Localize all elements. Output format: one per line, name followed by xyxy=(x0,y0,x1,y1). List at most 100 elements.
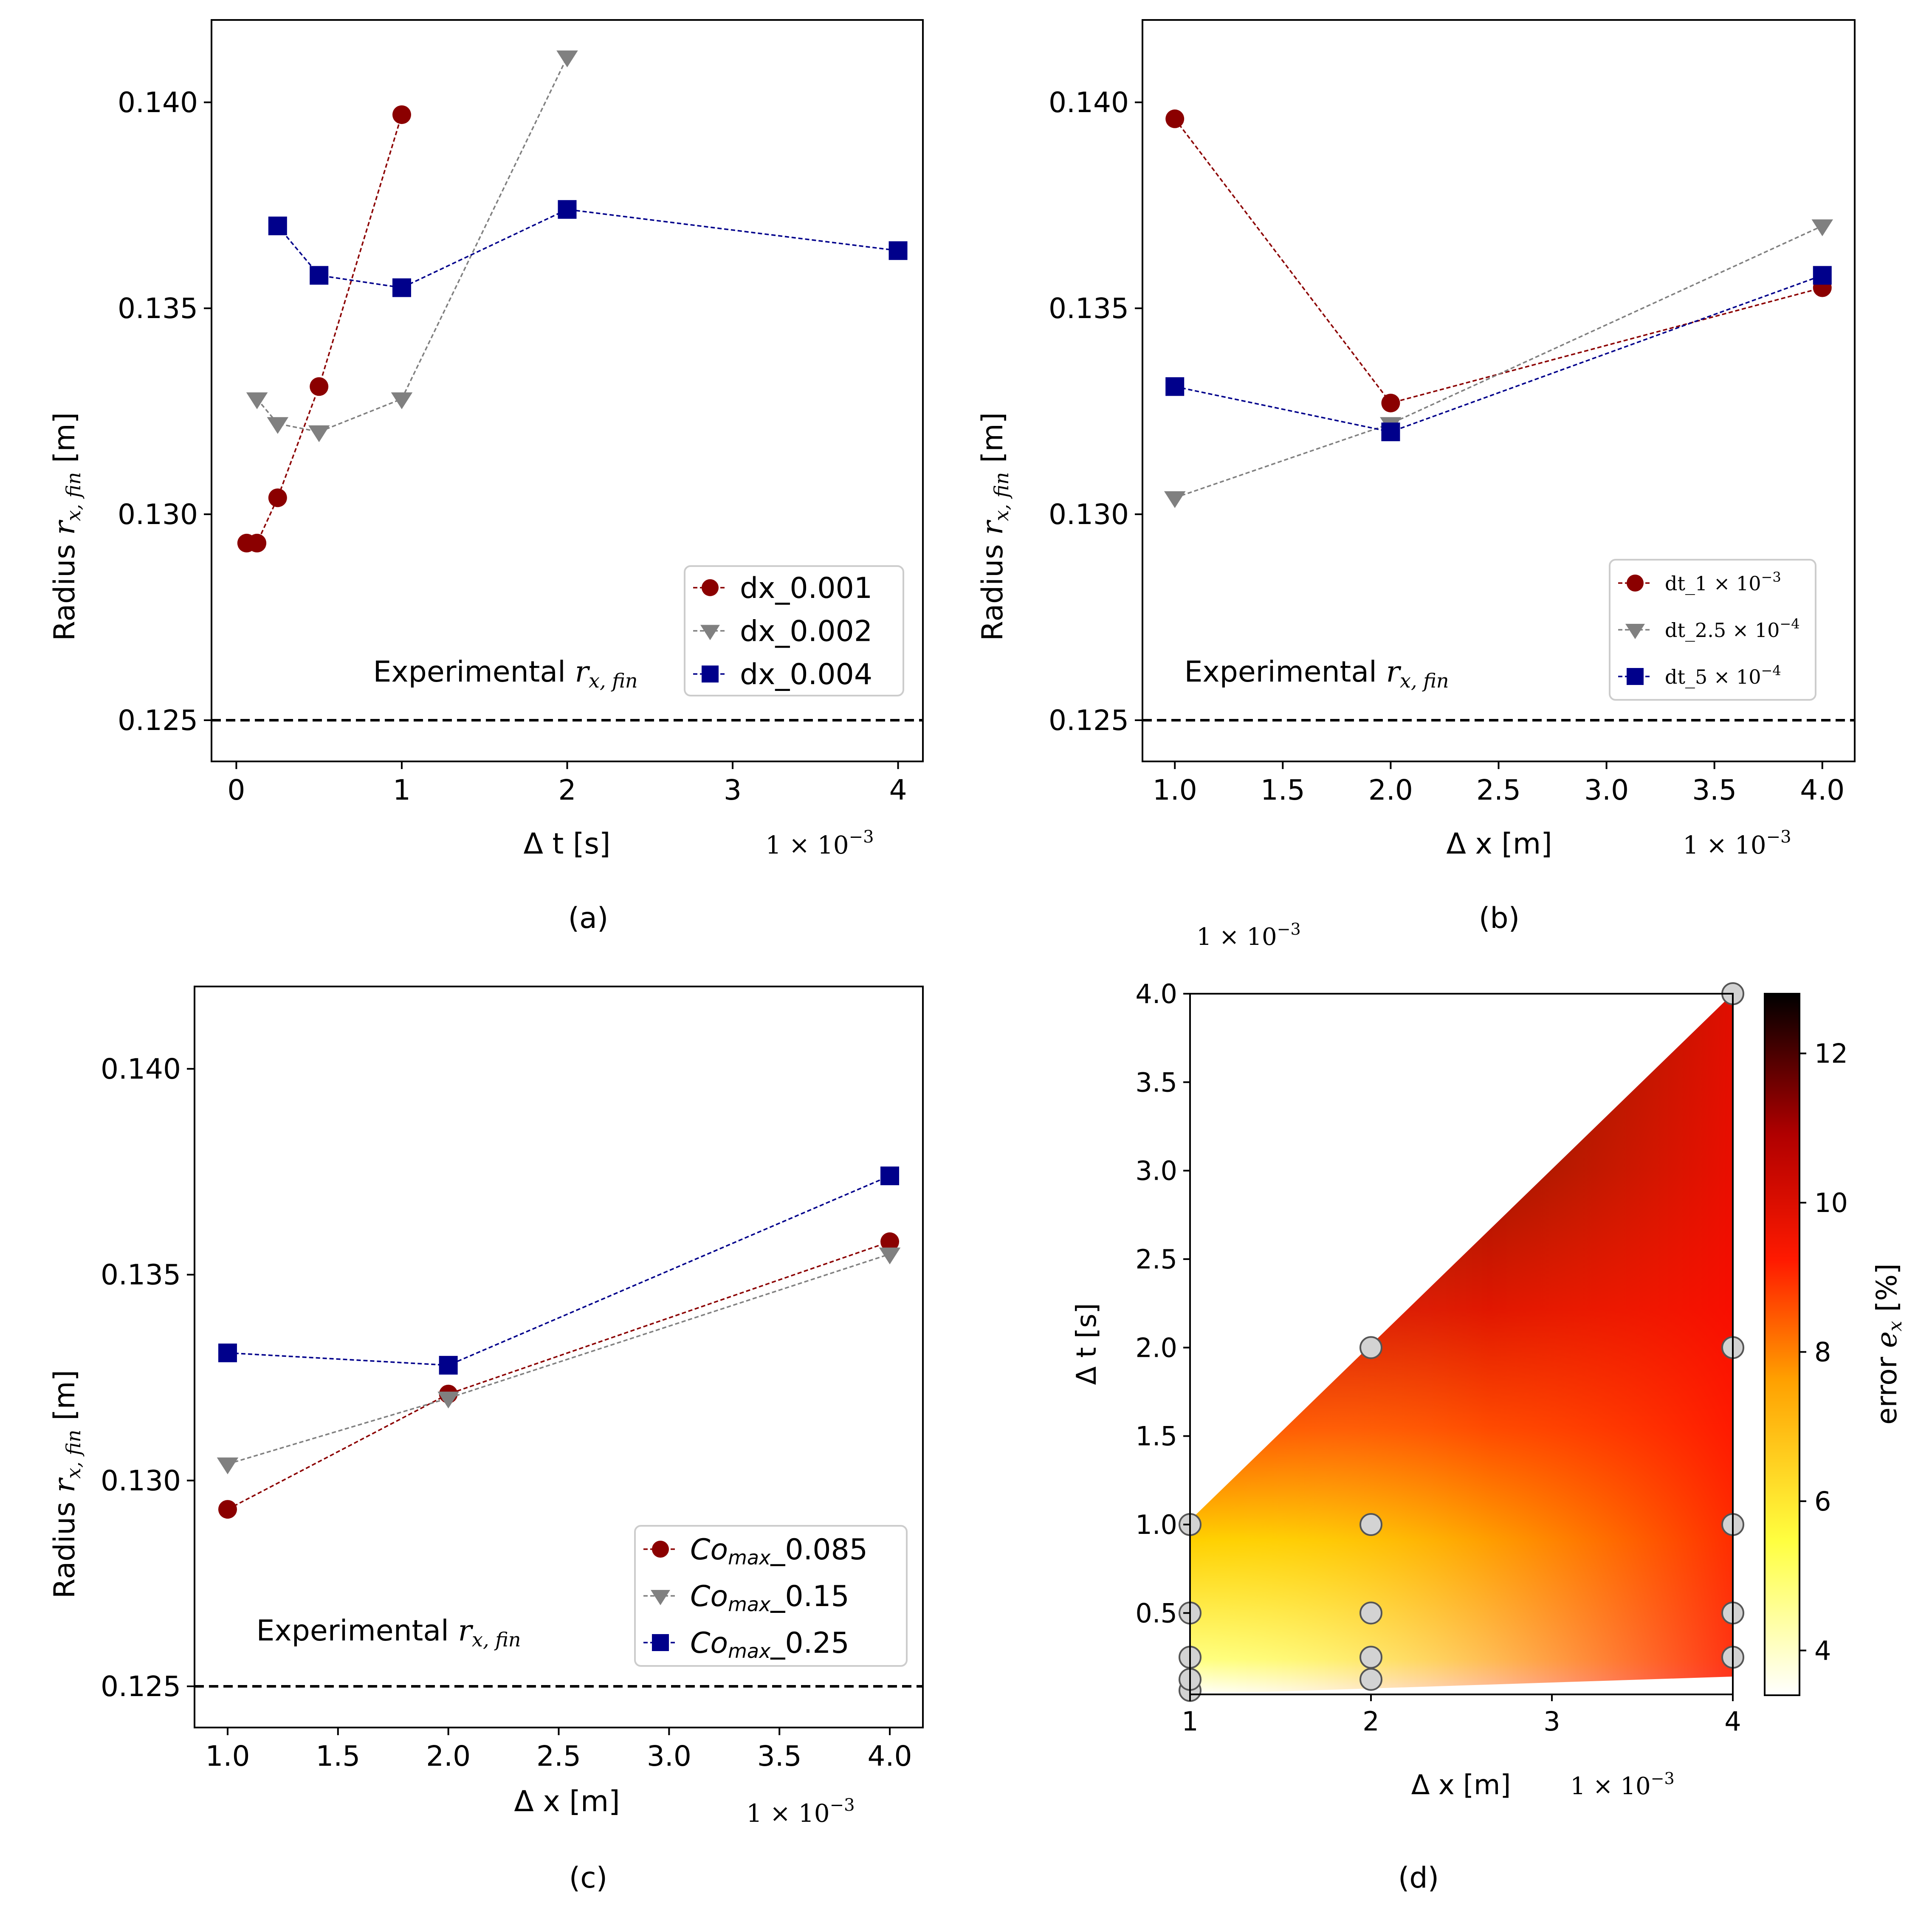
y-tick-label: 0.140 xyxy=(1049,86,1129,119)
data-point-s2-2 xyxy=(437,1392,459,1409)
x-tick-label: 2.5 xyxy=(1476,774,1521,806)
y-tick-label: 0.5 xyxy=(1135,1598,1177,1629)
panel-d-ylabel: Δ t [s] xyxy=(1071,1303,1103,1385)
x-tick-label: 2.0 xyxy=(1368,774,1413,806)
data-point-s1-3 xyxy=(880,1232,900,1251)
data-point-s3-3 xyxy=(392,278,411,297)
legend-label-2: dx_0.002 xyxy=(740,615,872,648)
y-tick-label: 0.130 xyxy=(118,498,198,531)
legend-label-2: Comax_0.15 xyxy=(690,1580,849,1616)
data-point-s3-4 xyxy=(558,200,577,219)
data-point-s3-2 xyxy=(439,1356,458,1375)
legend-marker-3 xyxy=(1627,668,1644,685)
colorbar-tick-label: 6 xyxy=(1814,1486,1831,1517)
x-tick-label: 2 xyxy=(1362,1706,1379,1737)
panel-a: 0 1 2 3 4 0.125 0.130 0.135 0.140 dx_0.001 dx_0.00… xyxy=(48,19,924,935)
series-line-3 xyxy=(227,1175,890,1366)
panel-c-ref-label: Experimental rx, fin xyxy=(256,1614,521,1651)
legend-box xyxy=(1609,559,1816,701)
panel-d-caption: (d) xyxy=(1398,1861,1439,1895)
legend-marker-1 xyxy=(652,1541,669,1558)
x-tick-label: 4.0 xyxy=(868,1740,912,1773)
legend-marker-2 xyxy=(1625,624,1645,639)
legend-box xyxy=(684,565,904,696)
x-tick-label: 3 xyxy=(724,774,742,806)
y-tick-label: 1.5 xyxy=(1135,1421,1177,1452)
panel-c-caption: (c) xyxy=(569,1861,607,1895)
panel-b-ylabel: Radius rx, fin [m] xyxy=(976,412,1013,641)
panel-a-ylabel: Radius rx, fin [m] xyxy=(48,412,85,641)
data-point-s3-2 xyxy=(1381,423,1400,441)
data-point-s2-3 xyxy=(1811,219,1833,237)
panel-b-caption: (b) xyxy=(1479,902,1520,935)
x-tick-label: 3.0 xyxy=(1584,774,1629,806)
series-line-1 xyxy=(246,114,403,544)
y-tick-label: 3.5 xyxy=(1135,1067,1177,1098)
data-point-s1-2 xyxy=(1381,394,1400,413)
y-tick-label: 0.130 xyxy=(1049,498,1129,531)
panel-a-ref-label: Experimental rx, fin xyxy=(373,655,637,692)
legend-marker-1 xyxy=(702,579,719,596)
sample-point-7 xyxy=(1359,1646,1382,1669)
heatmap-frame xyxy=(1189,993,1734,1695)
legend-marker-1 xyxy=(1627,575,1644,592)
y-tick-label: 0.135 xyxy=(101,1259,181,1291)
y-tick-label: 0.140 xyxy=(101,1053,181,1085)
y-tick-label: 2.0 xyxy=(1135,1332,1177,1363)
legend-label-3: dt_5 × 10−4 xyxy=(1665,662,1781,688)
panel-a-xlabel: Δ t [s] xyxy=(524,827,611,861)
data-point-s2-3 xyxy=(879,1247,901,1265)
data-point-s2-3 xyxy=(308,425,330,442)
data-point-s2-1 xyxy=(217,1457,239,1474)
x-tick-label: 2 xyxy=(558,774,576,806)
data-point-s1-1 xyxy=(1165,109,1185,128)
colorbar-tick-label: 12 xyxy=(1814,1038,1848,1069)
sample-point-8 xyxy=(1359,1601,1382,1625)
data-point-s3-3 xyxy=(1813,266,1832,285)
y-tick-label: 0.125 xyxy=(101,1670,181,1703)
legend-box xyxy=(634,1525,908,1667)
legend-marker-3 xyxy=(652,1634,669,1651)
data-point-s2-1 xyxy=(1164,491,1186,508)
sample-point-10 xyxy=(1359,1336,1382,1359)
y-tick-label: 0.125 xyxy=(118,704,198,737)
panel-d-xlabel: Δ x [m] xyxy=(1411,1770,1511,1801)
y-tick-label: 0.135 xyxy=(1049,292,1129,325)
y-tick-label: 1.0 xyxy=(1135,1509,1177,1540)
x-tick-label: 4 xyxy=(1724,1706,1741,1737)
series-line-2 xyxy=(227,1253,890,1465)
data-point-s3-2 xyxy=(310,266,329,285)
data-point-s1-1 xyxy=(218,1500,237,1519)
heatmap-field-overlay xyxy=(1190,994,1733,1694)
series-line-2 xyxy=(256,56,568,433)
data-point-s3-3 xyxy=(880,1166,900,1185)
x-tick-label: 3.5 xyxy=(757,1740,802,1773)
panel-c-plot: 1.0 1.5 2.0 2.5 3.0 3.5 4.0 0.125 0.130 0.135 0.14… xyxy=(101,986,924,1773)
colorbar-tick-label: 10 xyxy=(1814,1187,1848,1218)
y-tick-label: 0.130 xyxy=(101,1464,181,1497)
legend-label-1: dt_1 × 10−3 xyxy=(1665,569,1781,595)
data-point-s2-5 xyxy=(556,50,578,68)
y-tick-label: 2.5 xyxy=(1135,1244,1177,1275)
x-tick-label: 1.0 xyxy=(1153,774,1197,806)
x-tick-label: 2.5 xyxy=(536,1740,581,1773)
x-tick-label: 3.0 xyxy=(647,1740,691,1773)
x-tick-label: 1.5 xyxy=(1261,774,1305,806)
legend-label-1: Comax_0.085 xyxy=(690,1533,868,1569)
data-point-s3-1 xyxy=(1165,377,1185,396)
series-line-1 xyxy=(1174,118,1823,404)
data-point-s2-1 xyxy=(246,392,268,409)
x-tick-label: 1.0 xyxy=(205,1740,250,1773)
data-point-s2-4 xyxy=(391,392,413,409)
data-point-s3-5 xyxy=(888,241,908,260)
colorbar-ticks: 4 6 8 10 12 xyxy=(1799,1038,1848,1666)
panel-b-xlabel: Δ x [m] xyxy=(1446,827,1552,861)
x-tick-label: 0 xyxy=(227,774,245,806)
x-tick-label: 3.5 xyxy=(1692,774,1737,806)
panel-d-plot: 1 2 3 4 0.5 1.0 1.5 2.0 2.5 3.0 3.5 4.0 xyxy=(1135,978,1744,1737)
panel-a-caption: (a) xyxy=(568,902,609,935)
legend-marker-2 xyxy=(700,625,720,640)
series-line-1 xyxy=(227,1241,890,1510)
